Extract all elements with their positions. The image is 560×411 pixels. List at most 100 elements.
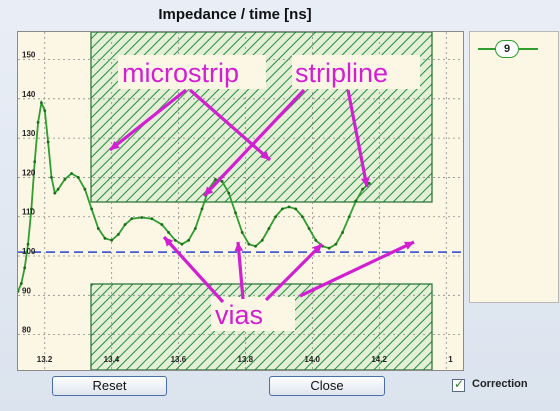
y-tick-label: 110: [22, 208, 35, 217]
data-point: [367, 181, 371, 185]
close-button[interactable]: Close: [269, 376, 385, 396]
y-tick-label: 150: [22, 51, 36, 60]
data-point: [280, 207, 284, 211]
y-tick-label: 100: [22, 247, 36, 256]
data-point: [40, 101, 43, 105]
x-tick-label: 13.6: [171, 355, 187, 364]
data-point: [354, 199, 358, 203]
arrow-vias-2-head: [234, 242, 244, 252]
data-point: [220, 179, 224, 183]
data-point: [26, 242, 30, 246]
arrow-vias-1-head: [164, 237, 174, 247]
data-point: [234, 211, 237, 215]
legend-item-9[interactable]: 9: [476, 38, 552, 58]
data-point: [327, 246, 331, 250]
data-point: [287, 205, 291, 209]
data-point: [29, 207, 33, 211]
data-point: [361, 187, 365, 191]
x-tick-label: 1: [448, 355, 453, 364]
data-point: [23, 266, 27, 270]
arrow-stripline-left-head: [204, 186, 214, 196]
label-bg-microstrip: [118, 55, 266, 89]
data-point: [140, 216, 144, 219]
label-bg-vias: [211, 297, 295, 331]
data-point: [19, 282, 23, 285]
x-tick-label: 13.2: [37, 355, 53, 364]
data-point: [254, 244, 257, 248]
data-point: [76, 176, 80, 179]
annotation-vias: vias: [215, 300, 263, 330]
arrow-vias-2: [236, 241, 245, 300]
data-point: [200, 207, 204, 211]
data-point: [347, 215, 351, 219]
annotation-stripline: stripline: [295, 58, 388, 88]
data-point: [260, 238, 264, 242]
data-point: [56, 187, 60, 191]
data-point: [173, 238, 177, 242]
data-point: [314, 238, 318, 242]
check-icon: ✓: [454, 377, 465, 391]
data-point: [116, 233, 120, 236]
series-line: [17, 99, 370, 292]
arrow-vias-3-head: [312, 244, 322, 254]
data-point: [160, 223, 164, 226]
data-point: [96, 227, 100, 230]
arrow-vias-4-head: [404, 241, 414, 250]
correction-checkbox[interactable]: ✓: [452, 377, 465, 392]
arrow-stripline-right-head: [361, 177, 370, 187]
x-tick-label: 14.2: [371, 355, 387, 364]
chart-title: Impedance / time [ns]: [158, 6, 312, 23]
arrow-vias-4: [299, 240, 415, 298]
annotation-microstrip: microstrip: [122, 58, 239, 88]
y-tick-label: 140: [22, 90, 36, 99]
data-point: [187, 238, 191, 242]
data-point: [53, 191, 57, 195]
data-point: [123, 223, 127, 226]
impedance-chart: 150 140 130 120 110 100 90 80 13.2 13.4 13.6 13.8 14…: [16, 31, 463, 371]
data-point: [227, 191, 231, 195]
data-point: [300, 215, 304, 219]
data-point: [167, 231, 170, 234]
data-point: [46, 140, 50, 144]
legend-panel: 9: [469, 31, 559, 303]
y-tick-label: 90: [22, 286, 31, 295]
data-point: [294, 207, 298, 211]
arrow-stripline-right: [346, 89, 369, 188]
data-point: [274, 215, 278, 219]
data-point: [247, 242, 251, 246]
y-tick-label: 130: [22, 129, 36, 138]
arrow-microstrip-right: [188, 88, 272, 162]
data-point: [267, 227, 271, 230]
arrow-vias-3: [264, 242, 324, 302]
x-tick-label: 13.8: [238, 355, 254, 364]
data-point: [214, 177, 217, 181]
arrow-microstrip-left-head: [110, 141, 120, 150]
data-point: [103, 236, 107, 240]
legend-series-label: 9: [495, 40, 519, 58]
data-point: [193, 227, 197, 230]
data-point: [334, 242, 338, 246]
data-point: [50, 176, 53, 179]
arrow-microstrip-left: [109, 88, 187, 152]
x-tick-label: 13.4: [104, 355, 120, 364]
x-tick-label: 14.0: [304, 355, 320, 364]
correction-label: Correction: [472, 378, 528, 390]
label-bg-stripline: [292, 55, 420, 89]
data-point: [63, 177, 67, 181]
data-point: [33, 160, 37, 164]
data-point: [150, 217, 154, 221]
data-point: [130, 217, 134, 221]
reset-button[interactable]: Reset: [52, 376, 167, 396]
data-point: [90, 207, 94, 211]
data-point: [240, 231, 244, 234]
data-point: [83, 187, 87, 191]
data-point: [70, 172, 73, 175]
data-point: [16, 289, 20, 293]
y-tick-label: 120: [22, 168, 36, 177]
data-point: [180, 242, 184, 246]
plot-area: 150 140 130 120 110 100 90 80 13.2 13.4 13.6 13.8 14…: [16, 31, 464, 371]
arrow-vias-1: [162, 235, 225, 304]
arrow-stripline-left: [202, 88, 306, 198]
data-point: [341, 231, 344, 234]
